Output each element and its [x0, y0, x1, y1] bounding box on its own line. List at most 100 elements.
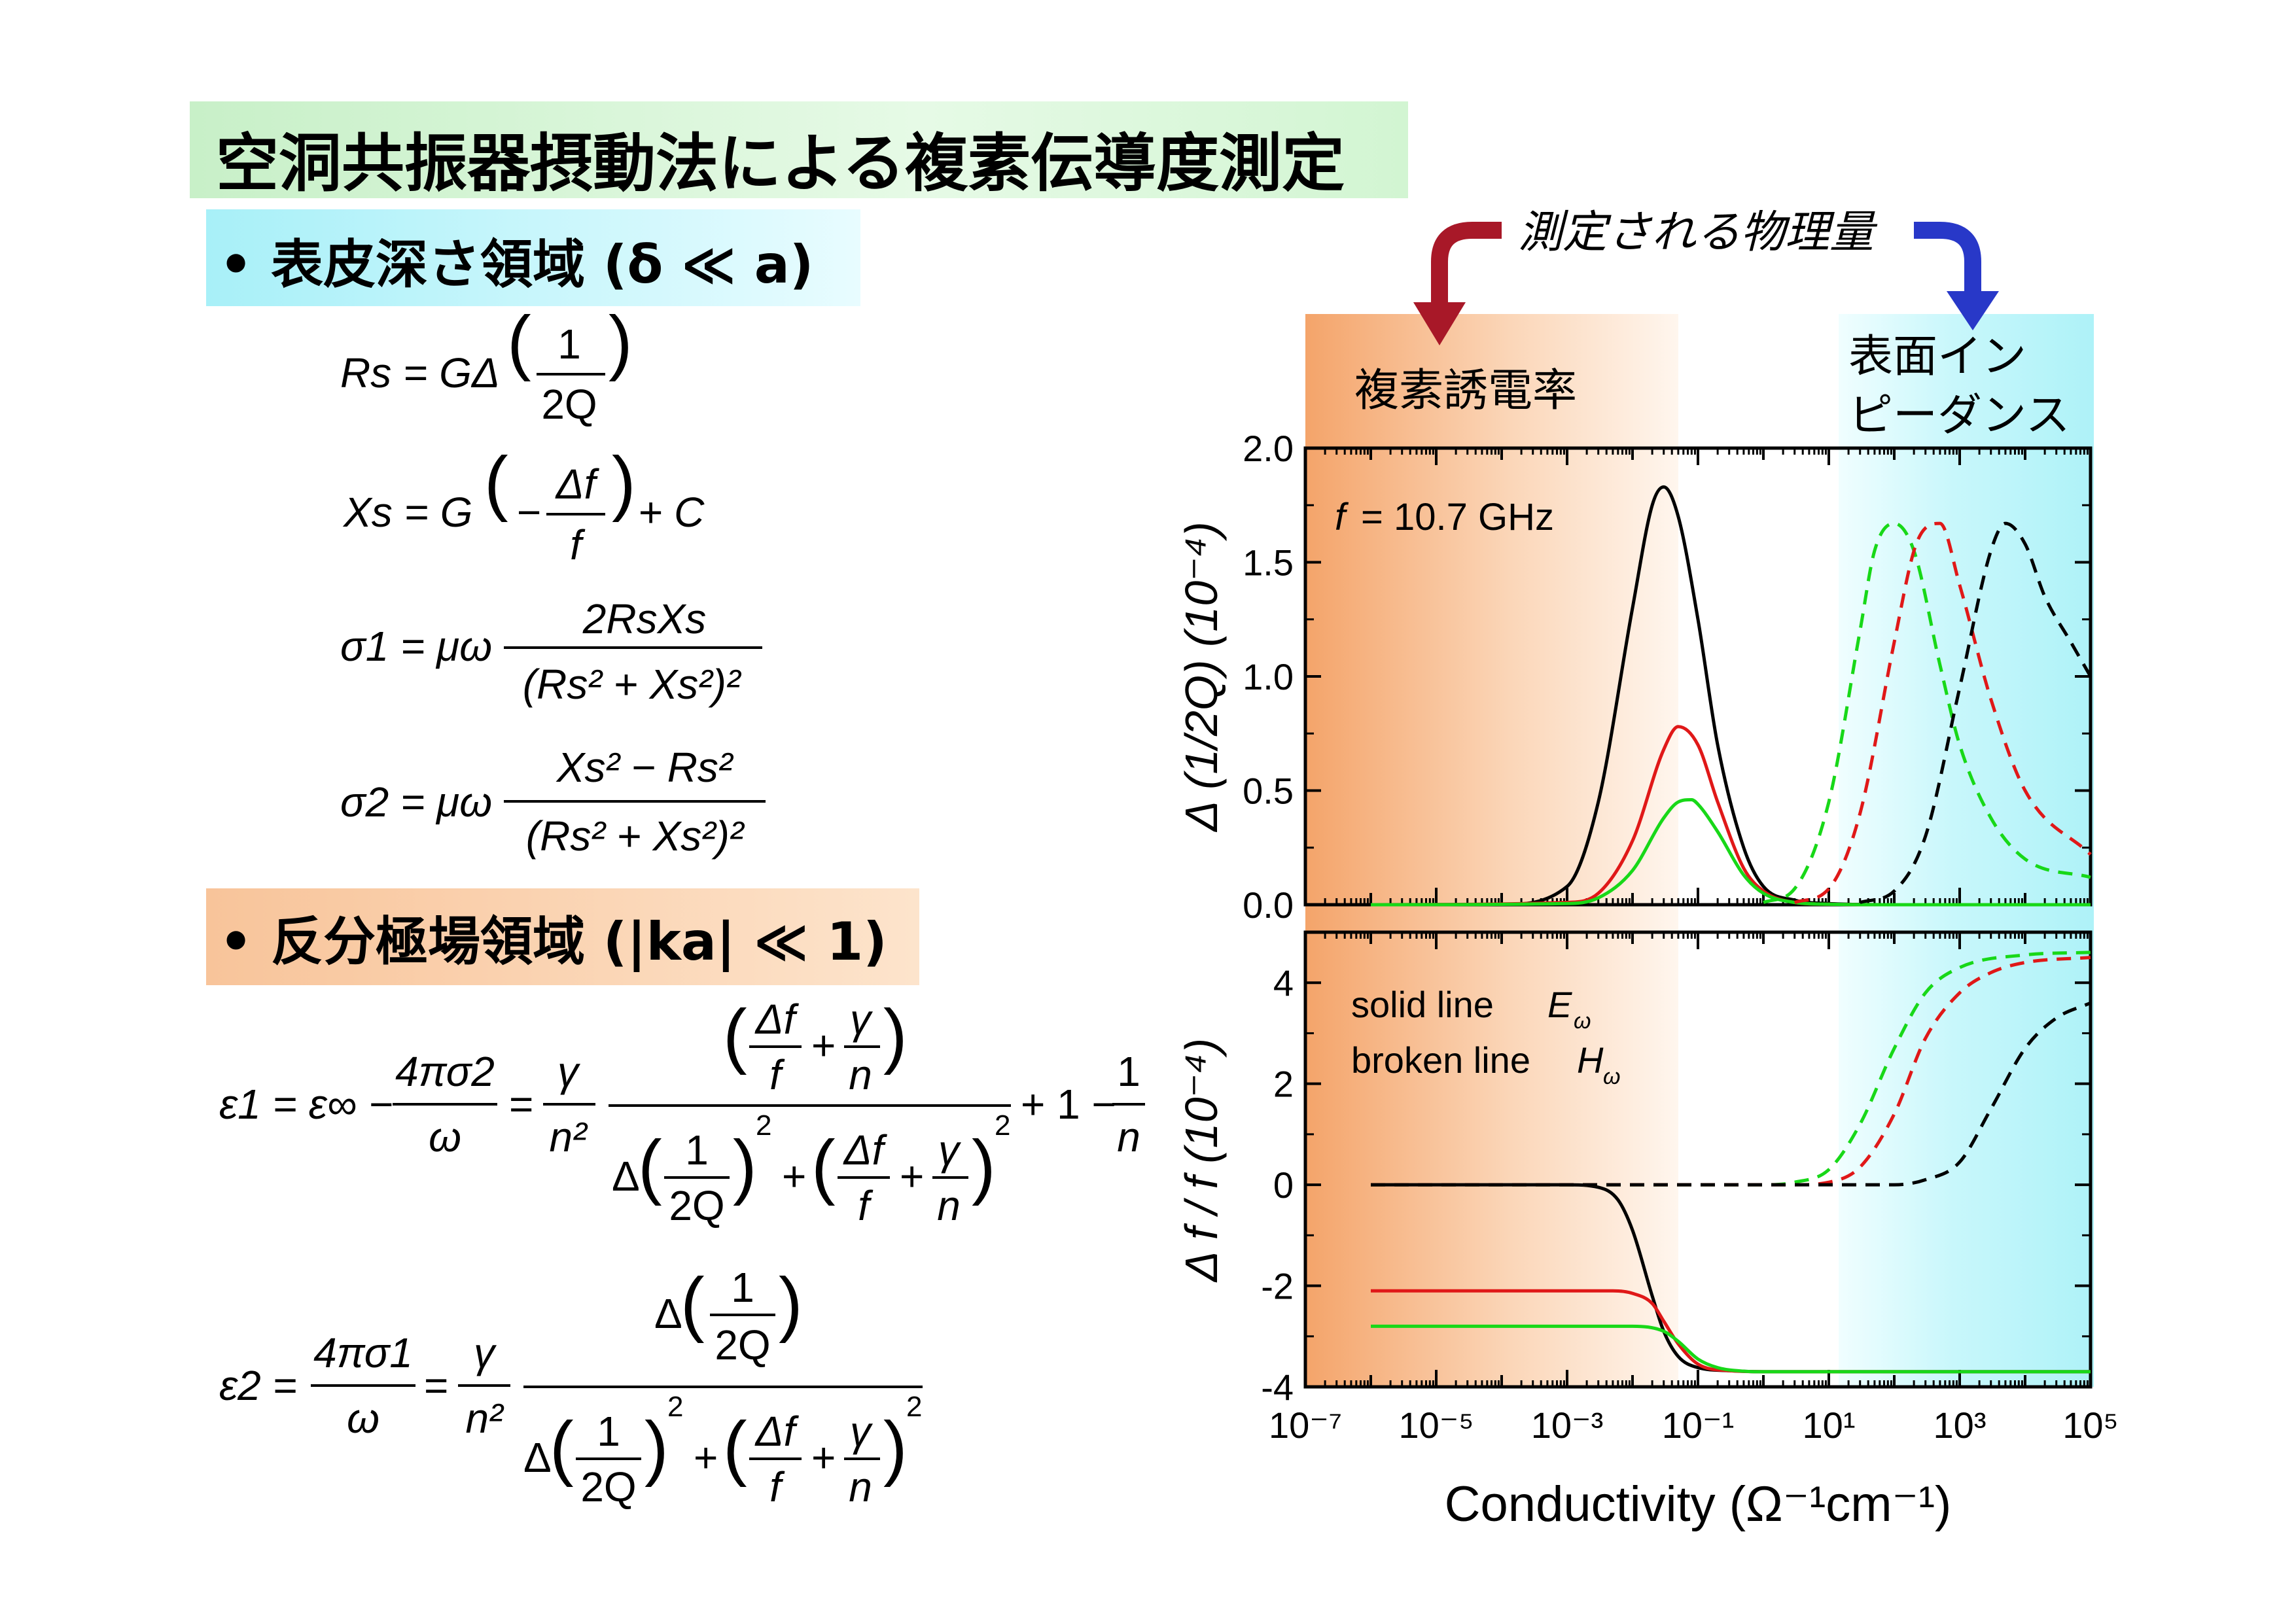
svg-text:Δ: Δ: [654, 1290, 682, 1337]
svg-text:n: n: [937, 1182, 961, 1229]
x-tick-label: 10⁻³: [1531, 1405, 1604, 1446]
legend-solid-symbol: E: [1547, 984, 1572, 1025]
legend-solid-label: solid line: [1351, 984, 1494, 1025]
y-tick-label: 2.0: [1243, 428, 1294, 469]
eq-e2-f1den: ω: [347, 1395, 380, 1442]
eq-xs-minus: −: [517, 489, 541, 536]
eq-xs-plusc: + C: [638, 489, 705, 536]
svg-text:n: n: [849, 1051, 872, 1098]
svg-text:Δ: Δ: [612, 1153, 640, 1200]
svg-text:γ: γ: [938, 1126, 962, 1174]
svg-text:(: (: [723, 1407, 747, 1488]
y-tick-label: -2: [1261, 1266, 1294, 1307]
green-solid-series: [1371, 1324, 2091, 1374]
y-tick-label: 0.5: [1243, 771, 1294, 812]
svg-text:γ: γ: [850, 1408, 874, 1455]
eq-e1-eq: =: [509, 1081, 533, 1128]
right-arrow-shaft: [1914, 222, 1981, 291]
y-tick-label: 0: [1273, 1164, 1294, 1206]
eq-e2-lhs: ε2 =: [219, 1362, 297, 1409]
svg-text:): ): [972, 1126, 996, 1206]
eq-e2-f2den: n²: [466, 1395, 505, 1442]
dielectric-region-label: 複素誘電率: [1354, 366, 1577, 415]
svg-text:): ): [779, 1263, 803, 1344]
legend-broken-subscript: ω: [1603, 1064, 1620, 1089]
x-tick-label: 10⁵: [2062, 1405, 2119, 1446]
page-title: 空洞共振器摂動法による複素伝導度測定: [216, 127, 1345, 200]
svg-text:+: +: [900, 1153, 924, 1200]
legend-broken-symbol: H: [1577, 1039, 1604, 1081]
eq-rs-rparen: ): [609, 302, 633, 382]
svg-text:): ): [883, 995, 908, 1075]
red-dashed-series: [1793, 521, 2092, 904]
equation-xs: Xs = G ( − Δf f ) + C: [342, 442, 705, 568]
x-tick-label: 10⁻⁵: [1398, 1405, 1474, 1446]
svg-text:Δf: Δf: [754, 996, 800, 1043]
green-dashed-series: [1370, 951, 2091, 1187]
measured-quantity-label: 測定される物理量: [1518, 207, 1878, 257]
bottom-y-axis-label: Δ f / f (10⁻⁴): [1176, 1038, 1227, 1283]
eq-s2-den: (Rs² + Xs²)²: [526, 812, 745, 860]
section1-banner: [206, 209, 860, 306]
svg-text:(: (: [723, 995, 747, 1075]
svg-text:+: +: [811, 1022, 836, 1069]
impedance-region-band: [1839, 314, 2094, 1387]
y-tick-label: 1.5: [1243, 542, 1294, 584]
eq-e1-f1num: 4πσ2: [395, 1048, 495, 1095]
left-arrow-head: [1413, 302, 1466, 345]
x-tick-label: 10⁻⁷: [1269, 1405, 1342, 1446]
equations-panel: Rs = GΔ ( 1 2Q ) Xs = G ( − Δf f ) + C σ…: [219, 302, 1145, 1510]
svg-text:2Q: 2Q: [715, 1321, 770, 1369]
top-y-axis-label: Δ (1/2Q) (10⁻⁴): [1176, 521, 1227, 832]
eq-s1-den: (Rs² + Xs²)²: [523, 661, 742, 708]
eq-rs-num: 1: [557, 321, 581, 368]
eq-s2-num: Xs² − Rs²: [556, 744, 734, 791]
svg-text:2Q: 2Q: [580, 1463, 636, 1510]
svg-text:+: +: [694, 1434, 718, 1481]
left-arrow-shaft: [1431, 222, 1502, 302]
y-tick-label: 4: [1273, 962, 1294, 1003]
svg-text:+: +: [782, 1153, 806, 1200]
eq-xs-lparen: (: [484, 442, 508, 523]
svg-text:1: 1: [597, 1408, 620, 1455]
svg-text:): ): [733, 1126, 757, 1206]
x-axis-label: Conductivity (Ω⁻¹cm⁻¹): [1445, 1476, 1952, 1532]
x-tick-label: 10⁻¹: [1662, 1405, 1735, 1446]
impedance-region-label-2: ピーダンス: [1848, 391, 2070, 440]
section2-banner: [206, 888, 919, 985]
svg-text:2: 2: [667, 1391, 683, 1423]
svg-text:γ: γ: [850, 996, 874, 1043]
eq-e2-f2num: γ: [474, 1329, 497, 1376]
green-dashed-series: [1763, 521, 2091, 904]
svg-text:(: (: [811, 1126, 836, 1206]
equation-sigma1: σ1 = μω 2RsXs (Rs² + Xs²)²: [340, 595, 762, 708]
dielectric-region-band: [1305, 314, 1678, 1387]
y-tick-label: 1.0: [1243, 656, 1294, 697]
y-tick-label: 0.0: [1243, 884, 1294, 926]
eq-e1-f2den: n²: [550, 1113, 589, 1161]
legend-solid-subscript: ω: [1574, 1009, 1591, 1034]
eq-e1-tail: + 1 −: [1021, 1081, 1116, 1128]
y-tick-label: 2: [1273, 1064, 1294, 1105]
section1-heading: • 表皮深さ領域 (δ ≪ a): [219, 234, 814, 295]
eq-s1-num: 2RsXs: [582, 595, 707, 642]
x-tick-label: 10¹: [1803, 1405, 1856, 1446]
impedance-region-label-1: 表面イン: [1848, 332, 2026, 381]
svg-text:): ): [645, 1407, 669, 1488]
eq-xs-rparen: ): [612, 442, 636, 523]
eq-e2-eq: =: [424, 1362, 448, 1409]
svg-text:1: 1: [731, 1264, 754, 1311]
legend-broken-label: broken line: [1351, 1039, 1530, 1081]
eq-e2-f1num: 4πσ1: [313, 1329, 413, 1376]
svg-text:(: (: [638, 1126, 662, 1206]
svg-text:1: 1: [685, 1126, 709, 1174]
eq-xs-num: Δf: [555, 461, 600, 508]
svg-text:(: (: [680, 1263, 705, 1344]
svg-text:): ): [883, 1407, 908, 1488]
svg-text:+: +: [811, 1434, 836, 1481]
svg-text:2: 2: [995, 1109, 1010, 1142]
eq-e1-f1den: ω: [429, 1113, 461, 1161]
svg-text:2: 2: [756, 1109, 771, 1142]
equation-sigma2: σ2 = μω Xs² − Rs² (Rs² + Xs²)²: [340, 744, 766, 860]
